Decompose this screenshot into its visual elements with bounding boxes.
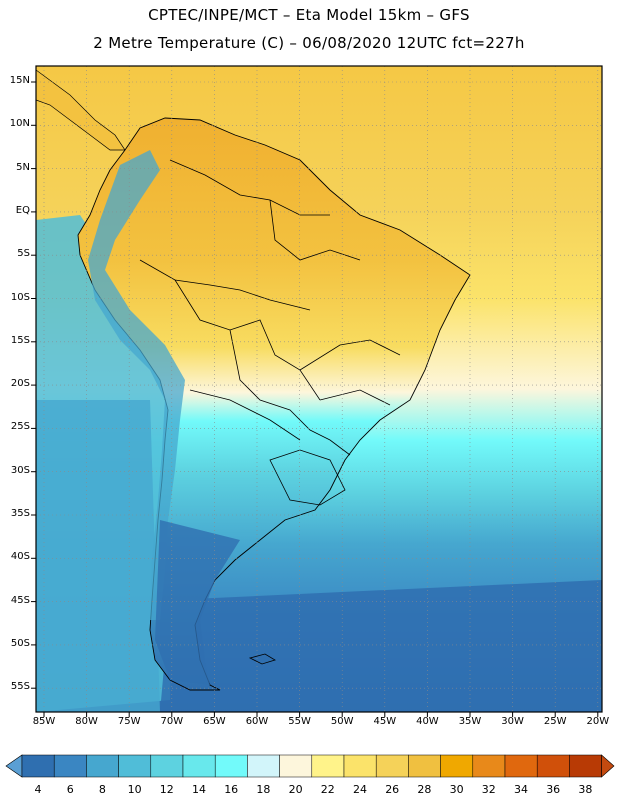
south-atlantic-cold-field: [160, 580, 602, 712]
andes-ridge: [88, 150, 185, 620]
colorbar-label: 24: [353, 783, 367, 796]
colorbar-segment: [569, 754, 602, 778]
axis-ticks: [31, 81, 599, 717]
lat-label: 5S: [17, 248, 30, 260]
colorbar-arrow-left: [5, 754, 23, 778]
pacific-cold-field: [36, 400, 160, 712]
colorbar-segment: [472, 754, 506, 778]
central-america: [36, 69, 126, 151]
lon-label: 25W: [543, 716, 567, 727]
colorbar-segment: [375, 754, 409, 778]
colorbar-label: 18: [256, 783, 271, 796]
lon-label: 60W: [245, 716, 269, 727]
lon-label: 55W: [288, 716, 311, 727]
colorbar-label: 34: [514, 783, 528, 796]
lon-label: 70W: [160, 716, 184, 727]
colorbar-segment: [86, 754, 119, 778]
lon-label: 35W: [458, 716, 482, 727]
colorbar-label: 20: [288, 783, 303, 796]
colorbar-label: 12: [159, 783, 174, 796]
lat-label: 30S: [10, 464, 30, 476]
lat-label: 20S: [10, 378, 30, 390]
map-frame: [35, 65, 603, 713]
colorbar-segment: [504, 754, 538, 778]
colorbar-segment: [408, 754, 441, 778]
colorbar-label: 30: [449, 783, 464, 796]
lon-label: 30W: [501, 716, 524, 727]
colorbar-arrow-right: [601, 754, 615, 778]
lat-label: 25S: [10, 421, 30, 433]
colorbar-label: 10: [127, 783, 142, 796]
colorbar-label: 26: [385, 783, 400, 796]
colorbar-label: 38: [578, 783, 593, 796]
lon-label: 65W: [203, 716, 226, 727]
colorbar-label: 22: [320, 783, 335, 796]
colorbar-label: 14: [192, 783, 206, 796]
colorbar-segment: [311, 754, 345, 778]
lon-label: 45W: [373, 716, 397, 727]
colorbar-segment: [536, 754, 570, 778]
lat-label: 45S: [10, 594, 30, 606]
map-subtitle: 2 Metre Temperature (C) – 06/08/2020 12U…: [93, 34, 525, 52]
lat-label: 15N: [9, 75, 30, 86]
lat-label: 10N: [9, 118, 30, 130]
colorbar-segment: [21, 754, 55, 778]
colorbar-segment: [440, 754, 474, 778]
colorbar-segment: [53, 754, 87, 778]
colorbar-segment: [150, 754, 184, 778]
lat-label: 40S: [10, 551, 30, 563]
colorbar-label: 4: [34, 783, 42, 796]
lat-label: 10S: [10, 291, 30, 303]
colorbar-label: 6: [66, 783, 74, 796]
colorbar-label: 8: [98, 783, 106, 796]
country-borders: [139, 159, 401, 506]
lat-label: EQ: [15, 204, 30, 216]
colorbar: [5, 754, 615, 778]
lat-label: 15S: [10, 334, 30, 346]
lon-label: 85W: [32, 716, 56, 727]
lon-label: 50W: [330, 716, 354, 727]
lon-label: 80W: [75, 716, 98, 727]
colorbar-segment: [247, 754, 280, 778]
colorbar-segment: [214, 754, 248, 778]
lon-label: 20W: [586, 716, 610, 727]
lon-label: 75W: [117, 716, 141, 727]
colorbar-label: 16: [224, 783, 239, 796]
colorbar-segment: [343, 754, 377, 778]
colorbar-label: 36: [546, 783, 561, 796]
lat-label: 35S: [10, 508, 30, 519]
colorbar-segment: [279, 754, 313, 778]
colorbar-label: 28: [417, 783, 432, 796]
lat-label: 50S: [10, 637, 30, 649]
falkland-islands: [248, 653, 276, 665]
colorbar-segment: [118, 754, 152, 778]
colorbar-label: 32: [481, 783, 496, 796]
lat-label: 5N: [16, 161, 30, 173]
lon-label: 40W: [416, 716, 439, 727]
patagonia-cold: [155, 520, 240, 685]
map-title: CPTEC/INPE/MCT – Eta Model 15km – GFS: [148, 6, 470, 24]
lat-label: 55S: [10, 681, 30, 693]
colorbar-segment: [182, 754, 216, 778]
